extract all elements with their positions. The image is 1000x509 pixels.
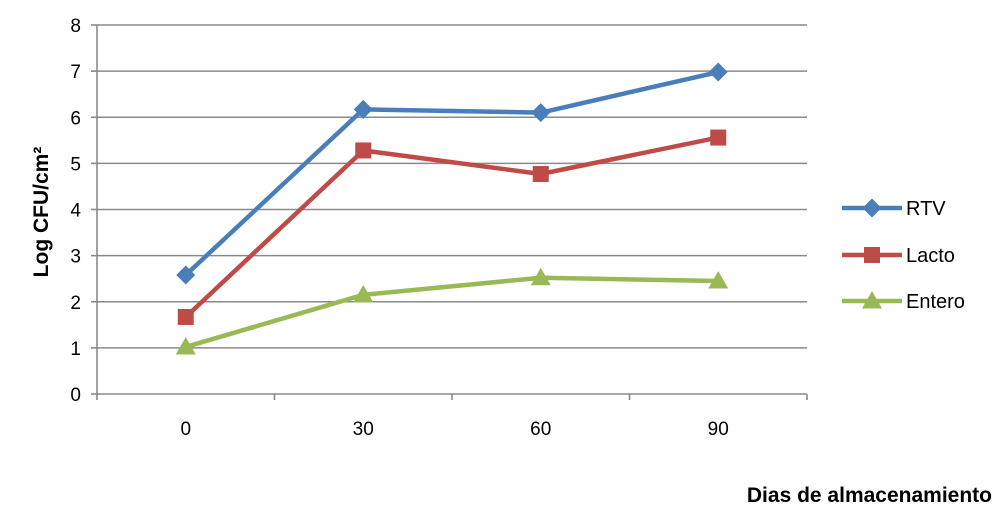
y-tick-label: 5 <box>70 154 81 175</box>
legend-marker <box>862 198 882 218</box>
data-point-rtv <box>531 103 551 123</box>
data-point-rtv <box>708 62 728 82</box>
series-lines <box>175 62 729 355</box>
data-point-entero <box>353 284 374 303</box>
legend-label: Entero <box>906 291 965 313</box>
y-tick-label: 2 <box>70 293 81 314</box>
legend: RTV Lacto Entero <box>842 198 965 313</box>
series-line-lacto <box>183 135 721 320</box>
x-axis-title: Dias de almacenamiento <box>747 484 992 507</box>
y-tick-label: 6 <box>70 108 81 129</box>
data-point-lacto <box>532 165 549 182</box>
data-point-lacto <box>710 129 727 146</box>
data-point-lacto <box>177 308 194 325</box>
data-point-rtv <box>353 99 373 119</box>
axes <box>91 24 808 400</box>
data-point-entero <box>708 270 729 289</box>
y-tick-label: 4 <box>70 201 81 222</box>
legend-marker <box>864 247 880 263</box>
y-tick-label: 8 <box>70 16 81 37</box>
x-tick-label: 90 <box>708 419 729 440</box>
y-axis-title: Log CFU/cm² <box>30 147 53 278</box>
y-tick-labels: 0 1 2 3 4 5 6 7 8 <box>70 16 81 406</box>
data-point-entero <box>530 267 551 286</box>
legend-marker <box>862 291 882 309</box>
legend-label: Lacto <box>906 245 955 267</box>
legend-label: RTV <box>906 198 946 220</box>
legend-item-entero: Entero <box>842 291 965 313</box>
y-tick-label: 1 <box>70 339 81 360</box>
legend-item-rtv: RTV <box>842 198 946 220</box>
y-tick-label: 3 <box>70 247 81 268</box>
y-tick-label: 0 <box>70 385 81 406</box>
legend-item-lacto: Lacto <box>842 245 955 267</box>
data-point-lacto <box>355 142 372 159</box>
data-point-entero <box>175 336 196 355</box>
y-tick-label: 7 <box>70 62 81 83</box>
data-point-rtv <box>176 265 196 285</box>
series-line-entero <box>183 275 721 350</box>
x-tick-label: 30 <box>353 419 374 440</box>
x-tick-labels: 0 30 60 90 <box>180 419 728 440</box>
x-tick-label: 0 <box>180 419 191 440</box>
series-line-rtv <box>183 69 721 278</box>
x-tick-label: 60 <box>530 419 551 440</box>
